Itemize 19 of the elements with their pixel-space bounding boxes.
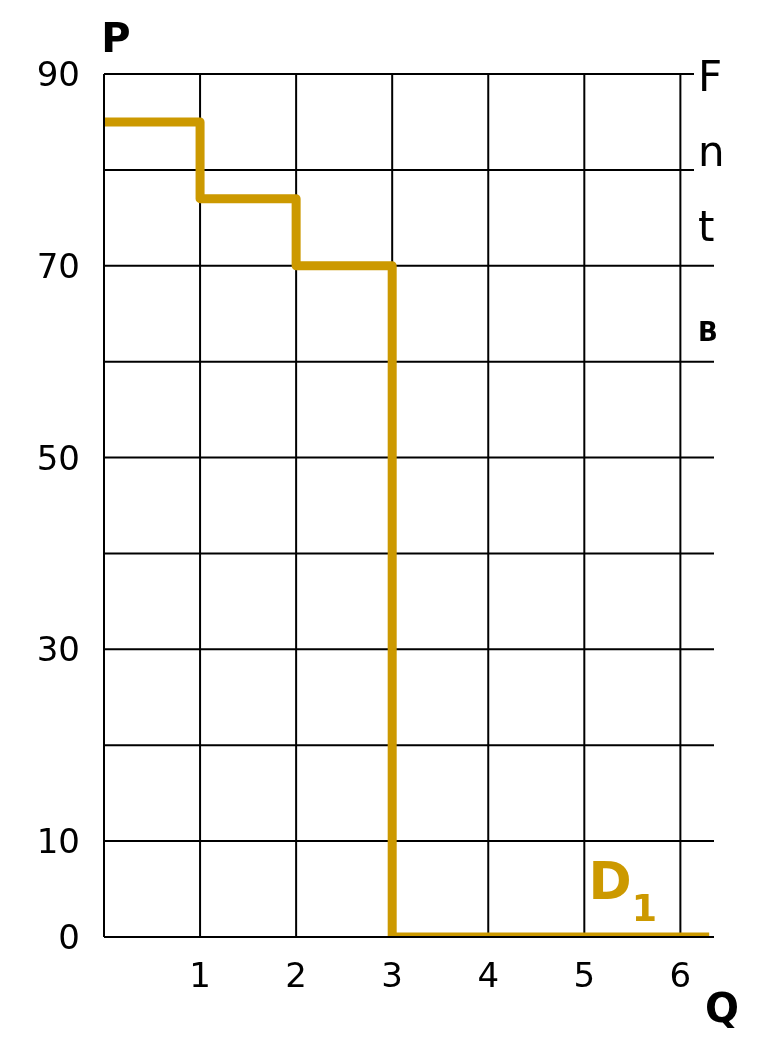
annotation: D$_{1}$ <box>588 850 657 930</box>
x-tick-label: 4 <box>477 955 500 996</box>
y-tick-label: 50 <box>36 437 80 478</box>
y-tick-label: 10 <box>36 821 80 862</box>
x-tick-label: 3 <box>381 955 404 996</box>
y-axis-title: P <box>101 15 131 61</box>
x-tick-label: 1 <box>189 955 211 996</box>
annotation: t <box>694 202 715 251</box>
annotation: n <box>694 127 725 176</box>
x-tick-label: 6 <box>669 955 692 996</box>
y-tick-label: 30 <box>36 629 80 670</box>
y-tick-label: 90 <box>36 54 80 95</box>
annotation: F <box>694 52 723 101</box>
x-tick-label: 2 <box>285 955 307 996</box>
annotation: B <box>694 317 718 347</box>
y-tick-label: 0 <box>58 917 80 958</box>
x-tick-label: 5 <box>573 955 596 996</box>
y-tick-label: 70 <box>36 245 80 286</box>
x-axis-title: Q <box>704 985 740 1031</box>
